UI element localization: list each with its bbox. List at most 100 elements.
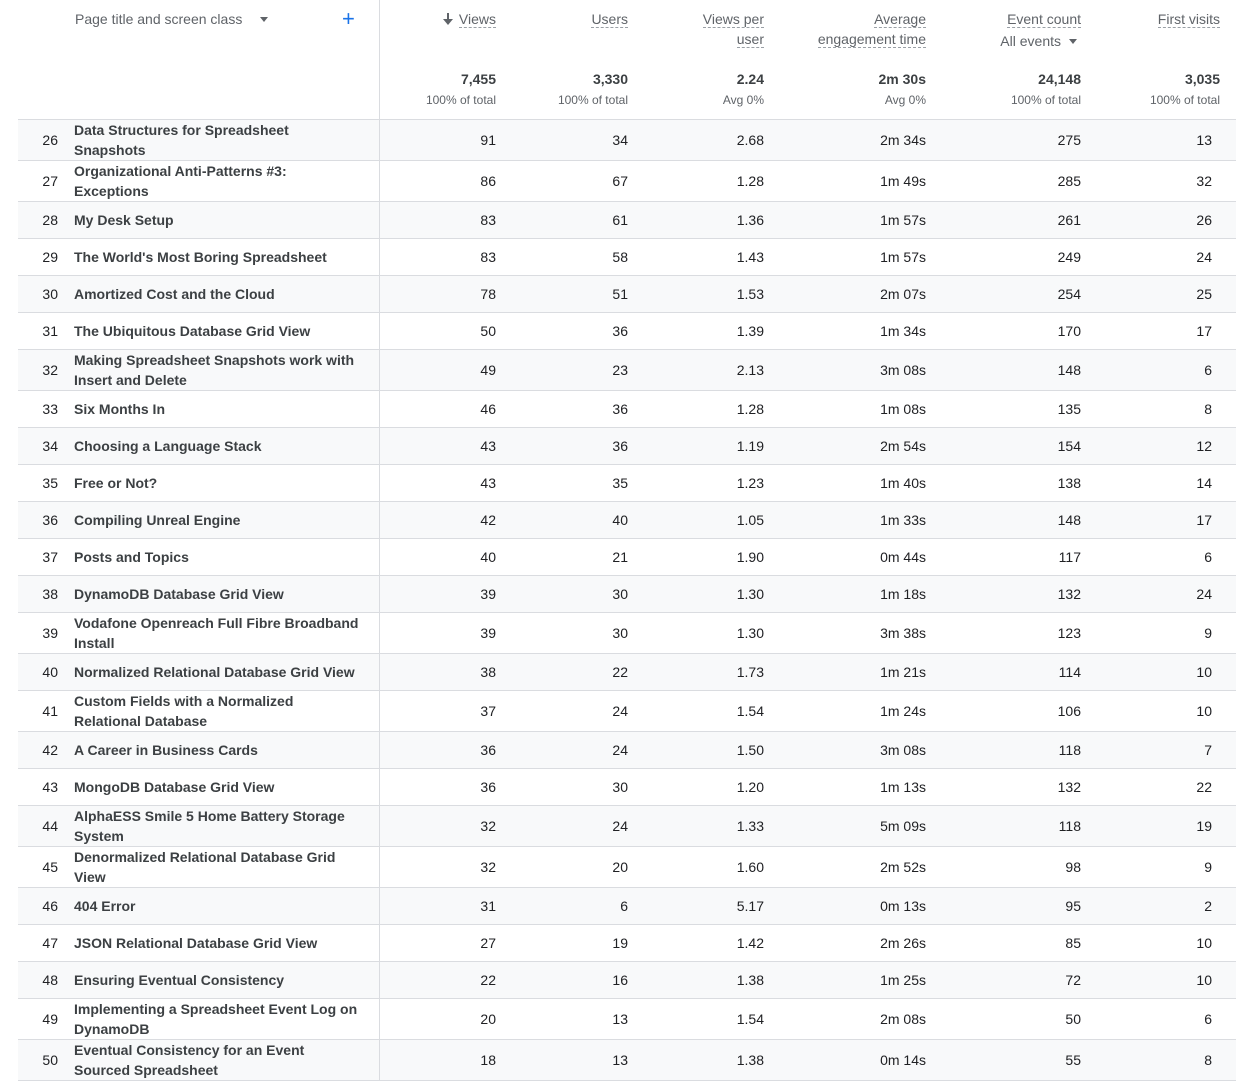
table-row[interactable]: 39 Vodafone Openreach Full Fibre Broadban…	[18, 612, 1236, 654]
row-rank: 26	[42, 132, 58, 148]
table-row[interactable]: 37 Posts and Topics 40 21 1.90 0m 44s 117 6	[18, 538, 1236, 576]
page-title[interactable]: The World's Most Boring Spreadsheet	[74, 249, 327, 265]
page-title-cell[interactable]: 48 Ensuring Eventual Consistency	[18, 961, 380, 999]
column-label[interactable]: Views	[458, 11, 496, 28]
page-title-cell[interactable]: 26 Data Structures for Spreadsheet Snapsh…	[18, 119, 380, 161]
page-title-cell[interactable]: 42 A Career in Business Cards	[18, 731, 380, 769]
row-rank: 40	[42, 664, 58, 680]
dimension-selector[interactable]: Page title and screen class	[75, 11, 243, 27]
page-title[interactable]: The Ubiquitous Database Grid View	[74, 323, 311, 339]
table-row[interactable]: 35 Free or Not? 43 35 1.23 1m 40s 138 14	[18, 464, 1236, 502]
page-title-cell[interactable]: 38 DynamoDB Database Grid View	[18, 575, 380, 613]
page-title[interactable]: A Career in Business Cards	[74, 742, 258, 758]
table-row[interactable]: 28 My Desk Setup 83 61 1.36 1m 57s 261 26	[18, 201, 1236, 239]
page-title-cell[interactable]: 29 The World's Most Boring Spreadsheet	[18, 238, 380, 276]
page-title-cell[interactable]: 27 Organizational Anti-Patterns #3: Excep…	[18, 160, 380, 202]
page-title[interactable]: Amortized Cost and the Cloud	[74, 286, 275, 302]
page-title[interactable]: Choosing a Language Stack	[74, 438, 262, 454]
column-label[interactable]: Users	[591, 11, 628, 28]
page-title[interactable]: Compiling Unreal Engine	[74, 512, 241, 528]
users-cell: 58	[520, 238, 652, 276]
views-per-user-cell: 1.54	[652, 690, 788, 732]
table-row[interactable]: 48 Ensuring Eventual Consistency 22 16 1.38 1…	[18, 961, 1236, 999]
table-row[interactable]: 29 The World's Most Boring Spreadsheet 83 5…	[18, 238, 1236, 276]
column-label[interactable]: Average engagement time	[817, 11, 926, 48]
column-header-first-visits[interactable]: First visits	[1105, 0, 1236, 66]
event-filter-dropdown[interactable]: All events	[950, 31, 1081, 51]
table-row[interactable]: 31 The Ubiquitous Database Grid View 50 36 1…	[18, 312, 1236, 350]
page-title-cell[interactable]: 32 Making Spreadsheet Snapshots work with…	[18, 349, 380, 391]
column-label[interactable]: First visits	[1157, 11, 1220, 28]
table-row[interactable]: 49 Implementing a Spreadsheet Event Log o…	[18, 998, 1236, 1040]
page-title-cell[interactable]: 40 Normalized Relational Database Grid Vi…	[18, 653, 380, 691]
page-title[interactable]: Ensuring Eventual Consistency	[74, 972, 285, 988]
views-per-user-cell: 1.33	[652, 805, 788, 847]
page-title[interactable]: DynamoDB Database Grid View	[74, 586, 284, 602]
users-cell: 30	[520, 768, 652, 806]
page-title-cell[interactable]: 33 Six Months In	[18, 390, 380, 428]
table-row[interactable]: 50 Eventual Consistency for an Event Sour…	[18, 1039, 1236, 1081]
chevron-down-icon[interactable]	[260, 17, 268, 22]
page-title-cell[interactable]: 31 The Ubiquitous Database Grid View	[18, 312, 380, 350]
page-title-cell[interactable]: 30 Amortized Cost and the Cloud	[18, 275, 380, 313]
page-title[interactable]: Custom Fields with a Normalized Relation…	[74, 693, 294, 729]
column-header-views[interactable]: Views	[379, 0, 520, 66]
page-title-cell[interactable]: 37 Posts and Topics	[18, 538, 380, 576]
add-dimension-icon[interactable]: +	[342, 6, 355, 31]
page-title[interactable]: Posts and Topics	[74, 549, 189, 565]
table-row[interactable]: 42 A Career in Business Cards 36 24 1.50 3m 0…	[18, 731, 1236, 769]
table-row[interactable]: 34 Choosing a Language Stack 43 36 1.19 2m 54…	[18, 427, 1236, 465]
event-count-cell: 95	[950, 887, 1105, 925]
page-title[interactable]: Data Structures for Spreadsheet Snapshot…	[74, 122, 289, 158]
table-row[interactable]: 26 Data Structures for Spreadsheet Snapsh…	[18, 119, 1236, 161]
table-row[interactable]: 44 AlphaESS Smile 5 Home Battery Storage …	[18, 805, 1236, 847]
page-title[interactable]: Six Months In	[74, 401, 165, 417]
table-row[interactable]: 40 Normalized Relational Database Grid Vi…	[18, 653, 1236, 691]
table-row[interactable]: 38 DynamoDB Database Grid View 39 30 1.30 1m …	[18, 575, 1236, 613]
page-title[interactable]: Organizational Anti-Patterns #3: Excepti…	[74, 163, 287, 199]
table-row[interactable]: 27 Organizational Anti-Patterns #3: Excep…	[18, 160, 1236, 202]
table-row[interactable]: 36 Compiling Unreal Engine 42 40 1.05 1m 33s 1…	[18, 501, 1236, 539]
page-title-cell[interactable]: 50 Eventual Consistency for an Event Sour…	[18, 1039, 380, 1081]
page-title[interactable]: My Desk Setup	[74, 212, 174, 228]
table-row[interactable]: 33 Six Months In 46 36 1.28 1m 08s 135 8	[18, 390, 1236, 428]
table-row[interactable]: 47 JSON Relational Database Grid View 27 19…	[18, 924, 1236, 962]
table-row[interactable]: 32 Making Spreadsheet Snapshots work with…	[18, 349, 1236, 391]
column-label[interactable]: Event count	[1007, 11, 1081, 28]
first-visits-cell: 10	[1105, 924, 1236, 962]
page-title-cell[interactable]: 49 Implementing a Spreadsheet Event Log o…	[18, 998, 380, 1040]
page-title[interactable]: 404 Error	[74, 898, 136, 914]
column-header-views-per-user[interactable]: Views per user	[652, 0, 788, 66]
table-row[interactable]: 45 Denormalized Relational Database Grid …	[18, 846, 1236, 888]
page-title-cell[interactable]: 28 My Desk Setup	[18, 201, 380, 239]
page-title[interactable]: JSON Relational Database Grid View	[74, 935, 318, 951]
page-title-cell[interactable]: 34 Choosing a Language Stack	[18, 427, 380, 465]
page-title[interactable]: AlphaESS Smile 5 Home Battery Storage Sy…	[74, 808, 345, 844]
column-header-event-count[interactable]: Event count All events	[950, 0, 1105, 66]
page-title-cell[interactable]: 35 Free or Not?	[18, 464, 380, 502]
column-header-average-engagement-time[interactable]: Average engagement time	[788, 0, 950, 66]
page-title-cell[interactable]: 36 Compiling Unreal Engine	[18, 501, 380, 539]
page-title-cell[interactable]: 47 JSON Relational Database Grid View	[18, 924, 380, 962]
table-row[interactable]: 30 Amortized Cost and the Cloud 78 51 1.53 2m…	[18, 275, 1236, 313]
column-label[interactable]: Views per user	[702, 11, 764, 48]
page-title[interactable]: Making Spreadsheet Snapshots work with I…	[74, 352, 355, 388]
table-row[interactable]: 41 Custom Fields with a Normalized Relati…	[18, 690, 1236, 732]
page-title[interactable]: Implementing a Spreadsheet Event Log on …	[74, 1001, 358, 1037]
page-title-cell[interactable]: 45 Denormalized Relational Database Grid …	[18, 846, 380, 888]
page-title[interactable]: Normalized Relational Database Grid View	[74, 664, 355, 680]
page-title[interactable]: Denormalized Relational Database Grid Vi…	[74, 849, 336, 885]
page-title[interactable]: MongoDB Database Grid View	[74, 779, 275, 795]
table-row[interactable]: 46 404 Error 31 6 5.17 0m 13s 95 2	[18, 887, 1236, 925]
page-title-cell[interactable]: 43 MongoDB Database Grid View	[18, 768, 380, 806]
page-title-cell[interactable]: 39 Vodafone Openreach Full Fibre Broadban…	[18, 612, 380, 654]
page-title[interactable]: Free or Not?	[74, 475, 158, 491]
table-row[interactable]: 43 MongoDB Database Grid View 36 30 1.20 1m 1…	[18, 768, 1236, 806]
page-title-cell[interactable]: 44 AlphaESS Smile 5 Home Battery Storage …	[18, 805, 380, 847]
page-title-cell[interactable]: 41 Custom Fields with a Normalized Relati…	[18, 690, 380, 732]
page-title-cell[interactable]: 46 404 Error	[18, 887, 380, 925]
page-title[interactable]: Vodafone Openreach Full Fibre Broadband …	[74, 615, 359, 651]
page-title[interactable]: Eventual Consistency for an Event Source…	[74, 1042, 305, 1078]
users-cell: 36	[520, 390, 652, 428]
column-header-users[interactable]: Users	[520, 0, 652, 66]
